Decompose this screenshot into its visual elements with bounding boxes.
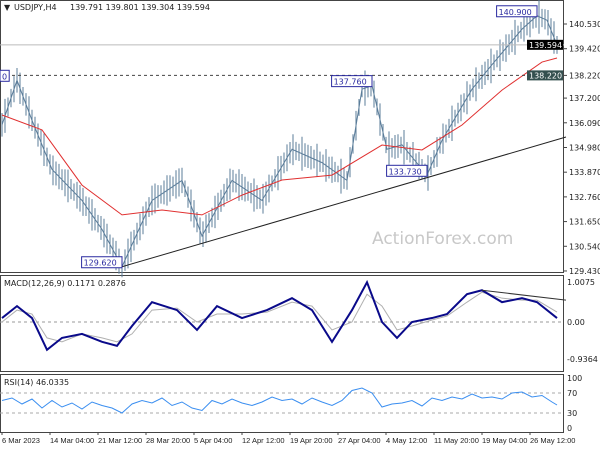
- x-tick-label: 19 May 04:00: [482, 436, 527, 445]
- price-annotation: 133.730: [389, 167, 422, 176]
- macd-divergence-line: [481, 289, 567, 301]
- symbol-triangle-icon[interactable]: ▼: [4, 3, 11, 12]
- symbol-label: USDJPY,H4: [14, 3, 57, 12]
- current-price-box: [527, 39, 563, 50]
- rsi-tick-label: 100: [567, 374, 582, 383]
- y-tick-label: 134.980: [569, 143, 600, 152]
- macd-tick-label: 0.00: [567, 318, 585, 327]
- rsi-tick-label: 30: [567, 409, 577, 418]
- moving-average-line: [1, 57, 558, 216]
- x-tick-label: 5 Apr 04:00: [194, 436, 232, 445]
- x-tick-label: 27 Apr 04:00: [338, 436, 381, 445]
- ohlc-values: 139.791 139.801 139.304 139.594: [70, 3, 210, 12]
- y-tick-label: 131.650: [569, 218, 600, 227]
- level-label: 138.220: [529, 71, 562, 80]
- y-tick-label: 136.090: [569, 119, 600, 128]
- x-tick-label: 19 Apr 20:00: [290, 436, 333, 445]
- price-annotation: 140.900: [499, 8, 532, 17]
- y-tick-label: 138.220: [569, 71, 600, 80]
- y-tick-label: 129.430: [569, 267, 600, 276]
- watermark: ActionForex.com: [372, 229, 513, 249]
- price-annotation-box: [0, 69, 10, 82]
- x-tick-label: 12 Apr 12:00: [242, 436, 285, 445]
- level-label-box: [527, 70, 563, 81]
- price-annotation: 137.760: [334, 78, 367, 87]
- rsi-tick-label: 0: [567, 424, 572, 433]
- macd-pane: [0, 275, 564, 372]
- rsi-pane: [0, 374, 564, 433]
- x-tick-label: 4 May 12:00: [386, 436, 427, 445]
- y-tick-label: 130.540: [569, 242, 600, 251]
- macd-tick-label: -0.9364: [567, 355, 598, 364]
- price-annotation-box: [81, 256, 123, 269]
- x-tick-label: 14 Mar 04:00: [50, 436, 94, 445]
- x-tick-label: 11 May 20:00: [434, 436, 479, 445]
- pane-frames: [0, 0, 564, 433]
- price-annotation: 129.620: [84, 259, 117, 268]
- x-tick-label: 6 Mar 2023: [2, 436, 40, 445]
- price-annotation: 0: [2, 72, 7, 81]
- price-pane: [0, 0, 564, 273]
- x-tick-label: 21 Mar 12:00: [98, 436, 142, 445]
- trendline: [121, 136, 567, 268]
- price-annotation-box: [496, 5, 538, 18]
- price-annotation-box: [331, 75, 373, 88]
- rsi-tick-label: 70: [567, 389, 577, 398]
- macd-title: MACD(12,26,9) 0.1171 0.2876: [4, 279, 126, 288]
- rsi-line: [1, 387, 558, 414]
- y-tick-label: 133.870: [569, 168, 600, 177]
- macd-line: [1, 279, 558, 352]
- x-tick-label: 26 May 12:00: [530, 436, 575, 445]
- y-tick-label: 140.530: [569, 20, 600, 29]
- y-tick-label: 139.420: [569, 45, 600, 54]
- y-tick-label: 137.200: [569, 94, 600, 103]
- price-line: [1, 15, 558, 268]
- macd-tick-label: 1.0075: [567, 278, 595, 287]
- rsi-title: RSI(14) 46.0335: [4, 378, 69, 387]
- x-tick-label: 28 Mar 20:00: [146, 436, 190, 445]
- current-price-label: 139.594: [529, 41, 562, 50]
- price-annotation-box: [386, 164, 428, 177]
- y-tick-label: 132.760: [569, 193, 600, 202]
